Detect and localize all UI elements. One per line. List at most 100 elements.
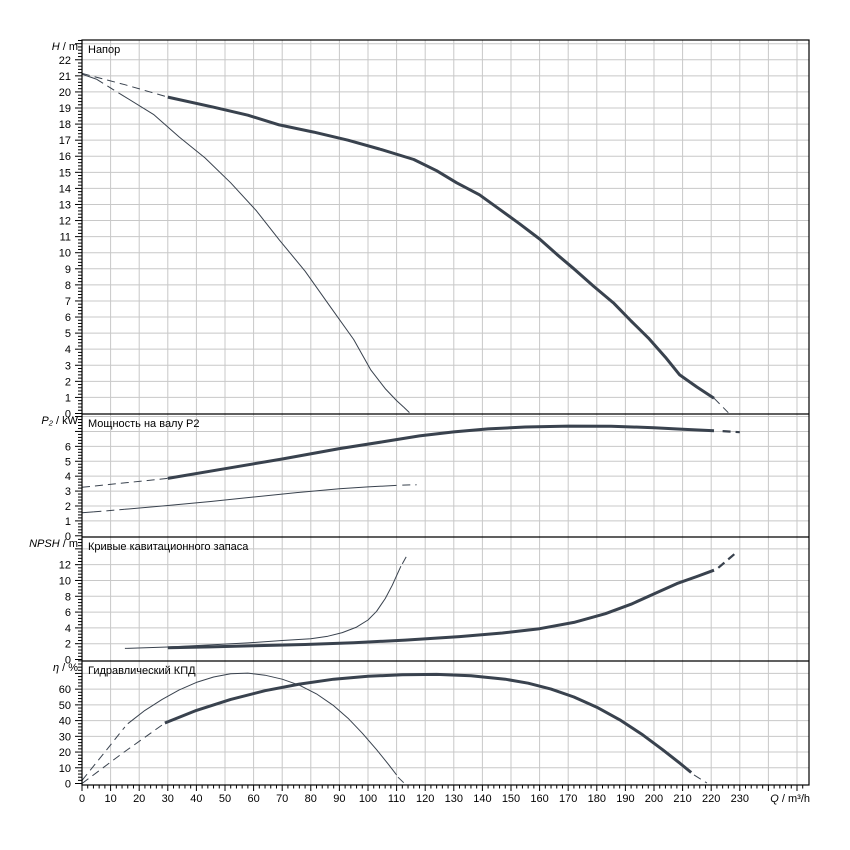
y-tick-label: 19 (59, 103, 71, 115)
y-tick-label: 3 (65, 486, 71, 498)
y-tick-label: 0 (65, 531, 71, 543)
y-tick-label: 13 (59, 199, 71, 211)
y-tick-label: 0 (65, 409, 71, 421)
panel-title: Напор (88, 44, 120, 56)
x-tick-label: 80 (305, 793, 317, 805)
efficiency-curve-min-impeller (127, 672, 397, 776)
power-curve-max-impeller-dashed (722, 430, 740, 434)
power-curve-max-impeller-dashed (81, 477, 168, 488)
y-tick-label: 1 (65, 516, 71, 528)
y-tick-label: 2 (65, 639, 71, 651)
y-tick-label: 22 (59, 55, 71, 67)
efficiency-curve-max-impeller-dashed (81, 722, 166, 784)
npsh-curve-min-impeller (124, 565, 402, 649)
npsh-curve-max-impeller-dashed (717, 551, 738, 569)
x-tick-label: 20 (133, 793, 145, 805)
y-tick-label: 21 (59, 71, 71, 83)
y-tick-label: 12 (59, 560, 71, 572)
y-tick-label: 1 (65, 392, 71, 404)
x-tick-label: 10 (104, 793, 116, 805)
panel-title: Гидравлический КПД (88, 665, 196, 677)
x-tick-label: 120 (416, 793, 434, 805)
x-tick-label: 160 (530, 793, 548, 805)
efficiency-curve-max-impeller (164, 672, 693, 774)
head-curve-min-impeller (81, 73, 97, 80)
y-tick-label: 5 (65, 328, 71, 340)
efficiency-curve-min-impeller-dashed (397, 776, 405, 784)
y-tick-label: 50 (59, 700, 71, 712)
x-tick-label: 230 (731, 793, 749, 805)
efficiency-curve-min-impeller-dashed (81, 726, 126, 781)
y-tick-label: 18 (59, 119, 71, 131)
power-curve-min-impeller-dashed (93, 508, 125, 513)
y-tick-label: 0 (65, 655, 71, 667)
panel-title: Кривые кавитационного запаса (88, 541, 249, 553)
y-axis-label: η / % (53, 662, 78, 674)
npsh-curve-max-impeller (167, 568, 715, 650)
power-curve-min-impeller (81, 511, 94, 514)
y-tick-label: 8 (65, 280, 71, 292)
x-tick-label: 0 (79, 793, 85, 805)
x-tick-label: 190 (616, 793, 634, 805)
head-curve-min-impeller-dashed (403, 406, 410, 414)
y-tick-label: 9 (65, 264, 71, 276)
power-curve-min-impeller (124, 484, 397, 510)
x-tick-label: 140 (473, 793, 491, 805)
x-axis-label: Q / m³/h (770, 793, 810, 805)
y-tick-label: 10 (59, 248, 71, 260)
head-curve-max-impeller-dashed (81, 72, 168, 98)
x-tick-label: 70 (276, 793, 288, 805)
y-tick-label: 3 (65, 360, 71, 372)
y-tick-label: 10 (59, 763, 71, 775)
y-tick-label: 6 (65, 312, 71, 324)
head-curve-max-impeller-dashed (713, 397, 729, 414)
head-curve-max-impeller (167, 95, 715, 400)
x-tick-label: 200 (645, 793, 663, 805)
head-curve-min-impeller-dashed (96, 78, 126, 98)
x-tick-label: 100 (359, 793, 377, 805)
y-tick-label: 11 (60, 232, 71, 244)
y-tick-label: 30 (59, 731, 71, 743)
x-tick-label: 40 (190, 793, 202, 805)
y-tick-label: 14 (59, 183, 71, 195)
x-tick-label: 130 (445, 793, 463, 805)
y-tick-label: 17 (59, 135, 71, 147)
y-axis-label: NPSH / m (29, 538, 78, 550)
y-axis-label: P₂ / kW (41, 415, 78, 427)
y-tick-label: 4 (65, 623, 71, 635)
y-tick-label: 6 (65, 607, 71, 619)
y-tick-label: 4 (65, 471, 71, 483)
y-tick-label: 2 (65, 376, 71, 388)
x-tick-label: 90 (333, 793, 345, 805)
x-tick-label: 180 (588, 793, 606, 805)
y-tick-label: 20 (59, 87, 71, 99)
x-tick-label: 110 (388, 793, 406, 805)
y-tick-label: 10 (59, 575, 71, 587)
x-tick-label: 170 (559, 793, 577, 805)
power-curve-max-impeller (167, 424, 715, 480)
panel-title: Мощность на валу P2 (88, 418, 200, 430)
y-tick-label: 60 (59, 684, 71, 696)
head-curve-min-impeller (124, 96, 405, 408)
y-tick-label: 4 (65, 344, 71, 356)
y-tick-label: 7 (65, 296, 71, 308)
y-axis-label: H / m (52, 41, 78, 53)
x-tick-label: 220 (702, 793, 720, 805)
y-tick-label: 0 (65, 779, 71, 791)
y-tick-label: 12 (59, 216, 71, 228)
npsh-curve-min-impeller-dashed (401, 553, 409, 565)
y-tick-label: 8 (65, 591, 71, 603)
plot-border (81, 39, 810, 786)
y-tick-label: 2 (65, 501, 71, 513)
x-tick-label: 30 (162, 793, 174, 805)
y-tick-label: 16 (59, 151, 71, 163)
y-tick-label: 6 (65, 441, 71, 453)
efficiency-curve-max-impeller-dashed (693, 774, 708, 784)
y-tick-label: 20 (59, 747, 71, 759)
y-tick-label: 40 (59, 716, 71, 728)
x-tick-label: 60 (247, 793, 259, 805)
x-tick-label: 50 (219, 793, 231, 805)
y-tick-label: 5 (65, 456, 71, 468)
